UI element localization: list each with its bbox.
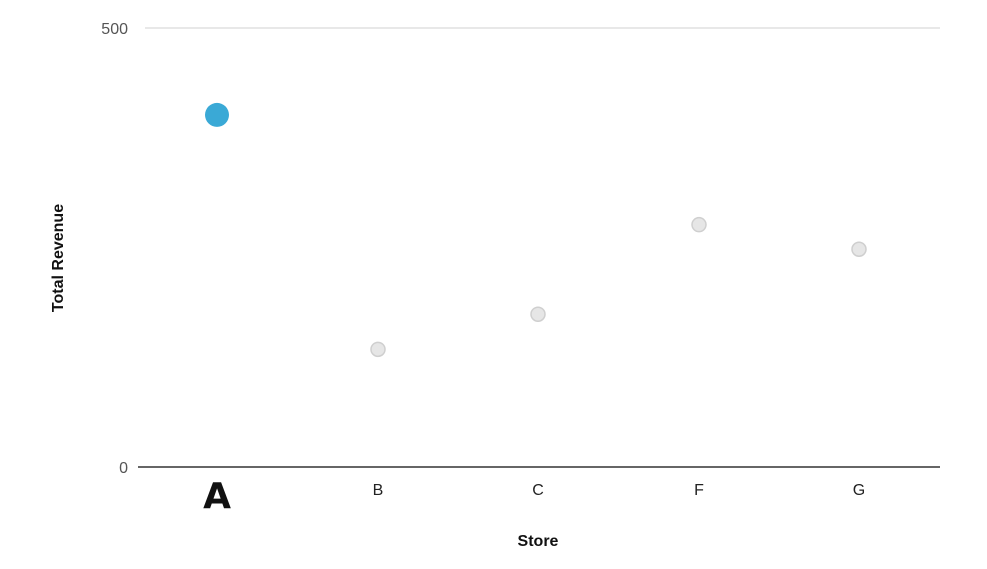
x-tick-label-f: F — [694, 482, 704, 499]
y-axis-ticks: 0 500 — [101, 21, 128, 477]
y-tick-label: 0 — [119, 460, 128, 477]
x-axis-title: Store — [518, 533, 559, 550]
y-tick-label: 500 — [101, 21, 128, 38]
x-tick-label-g: G — [853, 482, 865, 499]
data-point-a[interactable] — [205, 102, 229, 127]
data-point-b[interactable] — [370, 341, 386, 358]
data-point-f[interactable] — [691, 216, 707, 233]
y-axis-title: Total Revenue — [50, 204, 67, 312]
x-tick-label-a: A — [203, 476, 231, 517]
x-tick-label-c: C — [532, 482, 544, 499]
data-points — [205, 102, 867, 358]
data-point-c[interactable] — [530, 306, 546, 322]
data-point-g[interactable] — [851, 241, 867, 258]
x-tick-label-b: B — [373, 482, 384, 499]
